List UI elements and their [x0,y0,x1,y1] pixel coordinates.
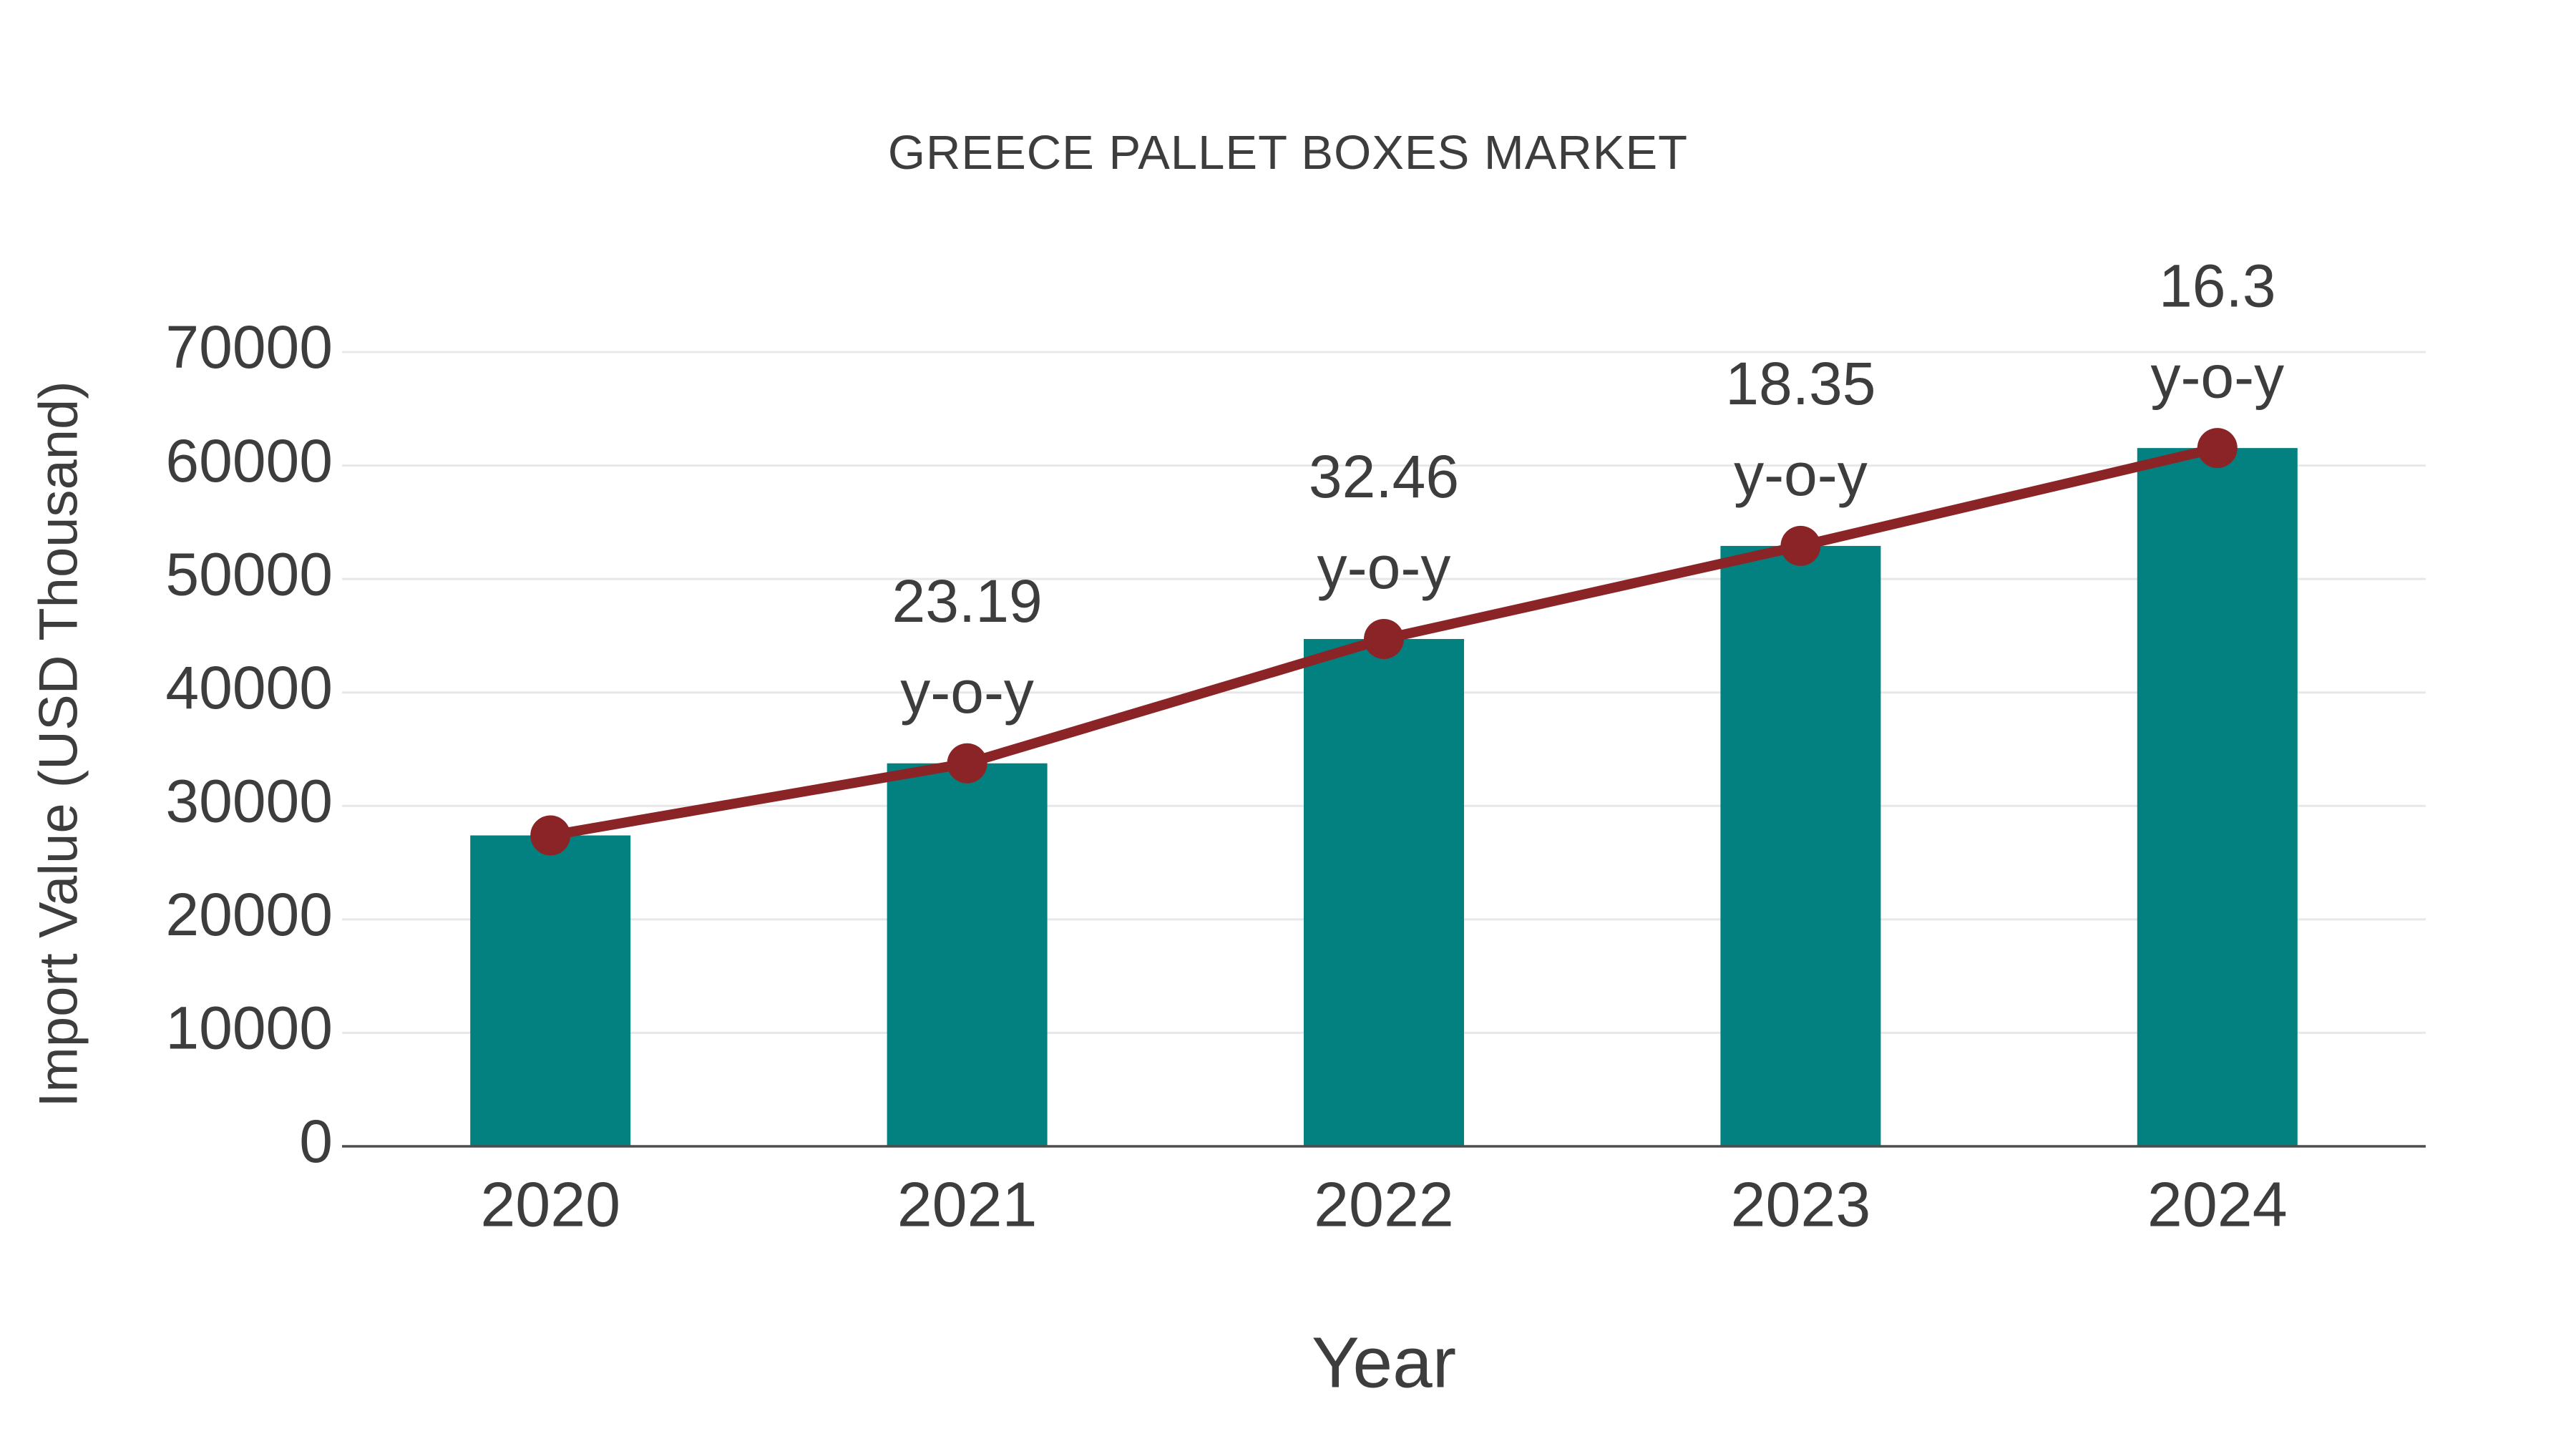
bar-2023 [1720,545,1881,1146]
marker-2022 [1364,619,1404,660]
annotation-suffix: y-o-y [1317,534,1451,601]
x-tick-label: 2022 [1314,1169,1454,1239]
y-tick-label: 40000 [165,654,333,721]
chart-title: GREECE PALLET BOXES MARKET [887,126,1689,180]
y-tick-label: 60000 [165,427,333,494]
marker-2021 [947,743,987,784]
annotation-value: 32.46 [1309,443,1459,510]
y-tick-label: 70000 [165,313,333,381]
annotation-suffix: y-o-y [1734,441,1868,508]
y-tick-label: 0 [299,1108,333,1175]
annotation-value: 16.3 [2159,252,2276,319]
y-tick-label: 30000 [165,767,333,834]
x-tick-label: 2020 [480,1169,620,1239]
y-tick-label: 20000 [165,881,333,948]
annotation-value: 23.19 [892,567,1042,635]
bar-2021 [887,763,1048,1146]
annotation-suffix: y-o-y [900,658,1034,726]
bar-2024 [2137,448,2298,1146]
x-tick-label: 2024 [2147,1169,2288,1239]
annotation-suffix: y-o-y [2150,343,2284,410]
marker-2024 [2197,428,2238,469]
x-tick-label: 2021 [897,1169,1038,1239]
annotation-value: 18.35 [1725,350,1875,417]
marker-2023 [1780,525,1821,566]
bar-2020 [470,835,631,1146]
x-axis-title: Year [1311,1322,1457,1403]
marker-2020 [530,815,571,856]
bar-2022 [1304,639,1464,1146]
y-tick-label: 50000 [165,540,333,608]
y-tick-label: 10000 [165,995,333,1062]
x-tick-label: 2023 [1731,1169,1871,1239]
